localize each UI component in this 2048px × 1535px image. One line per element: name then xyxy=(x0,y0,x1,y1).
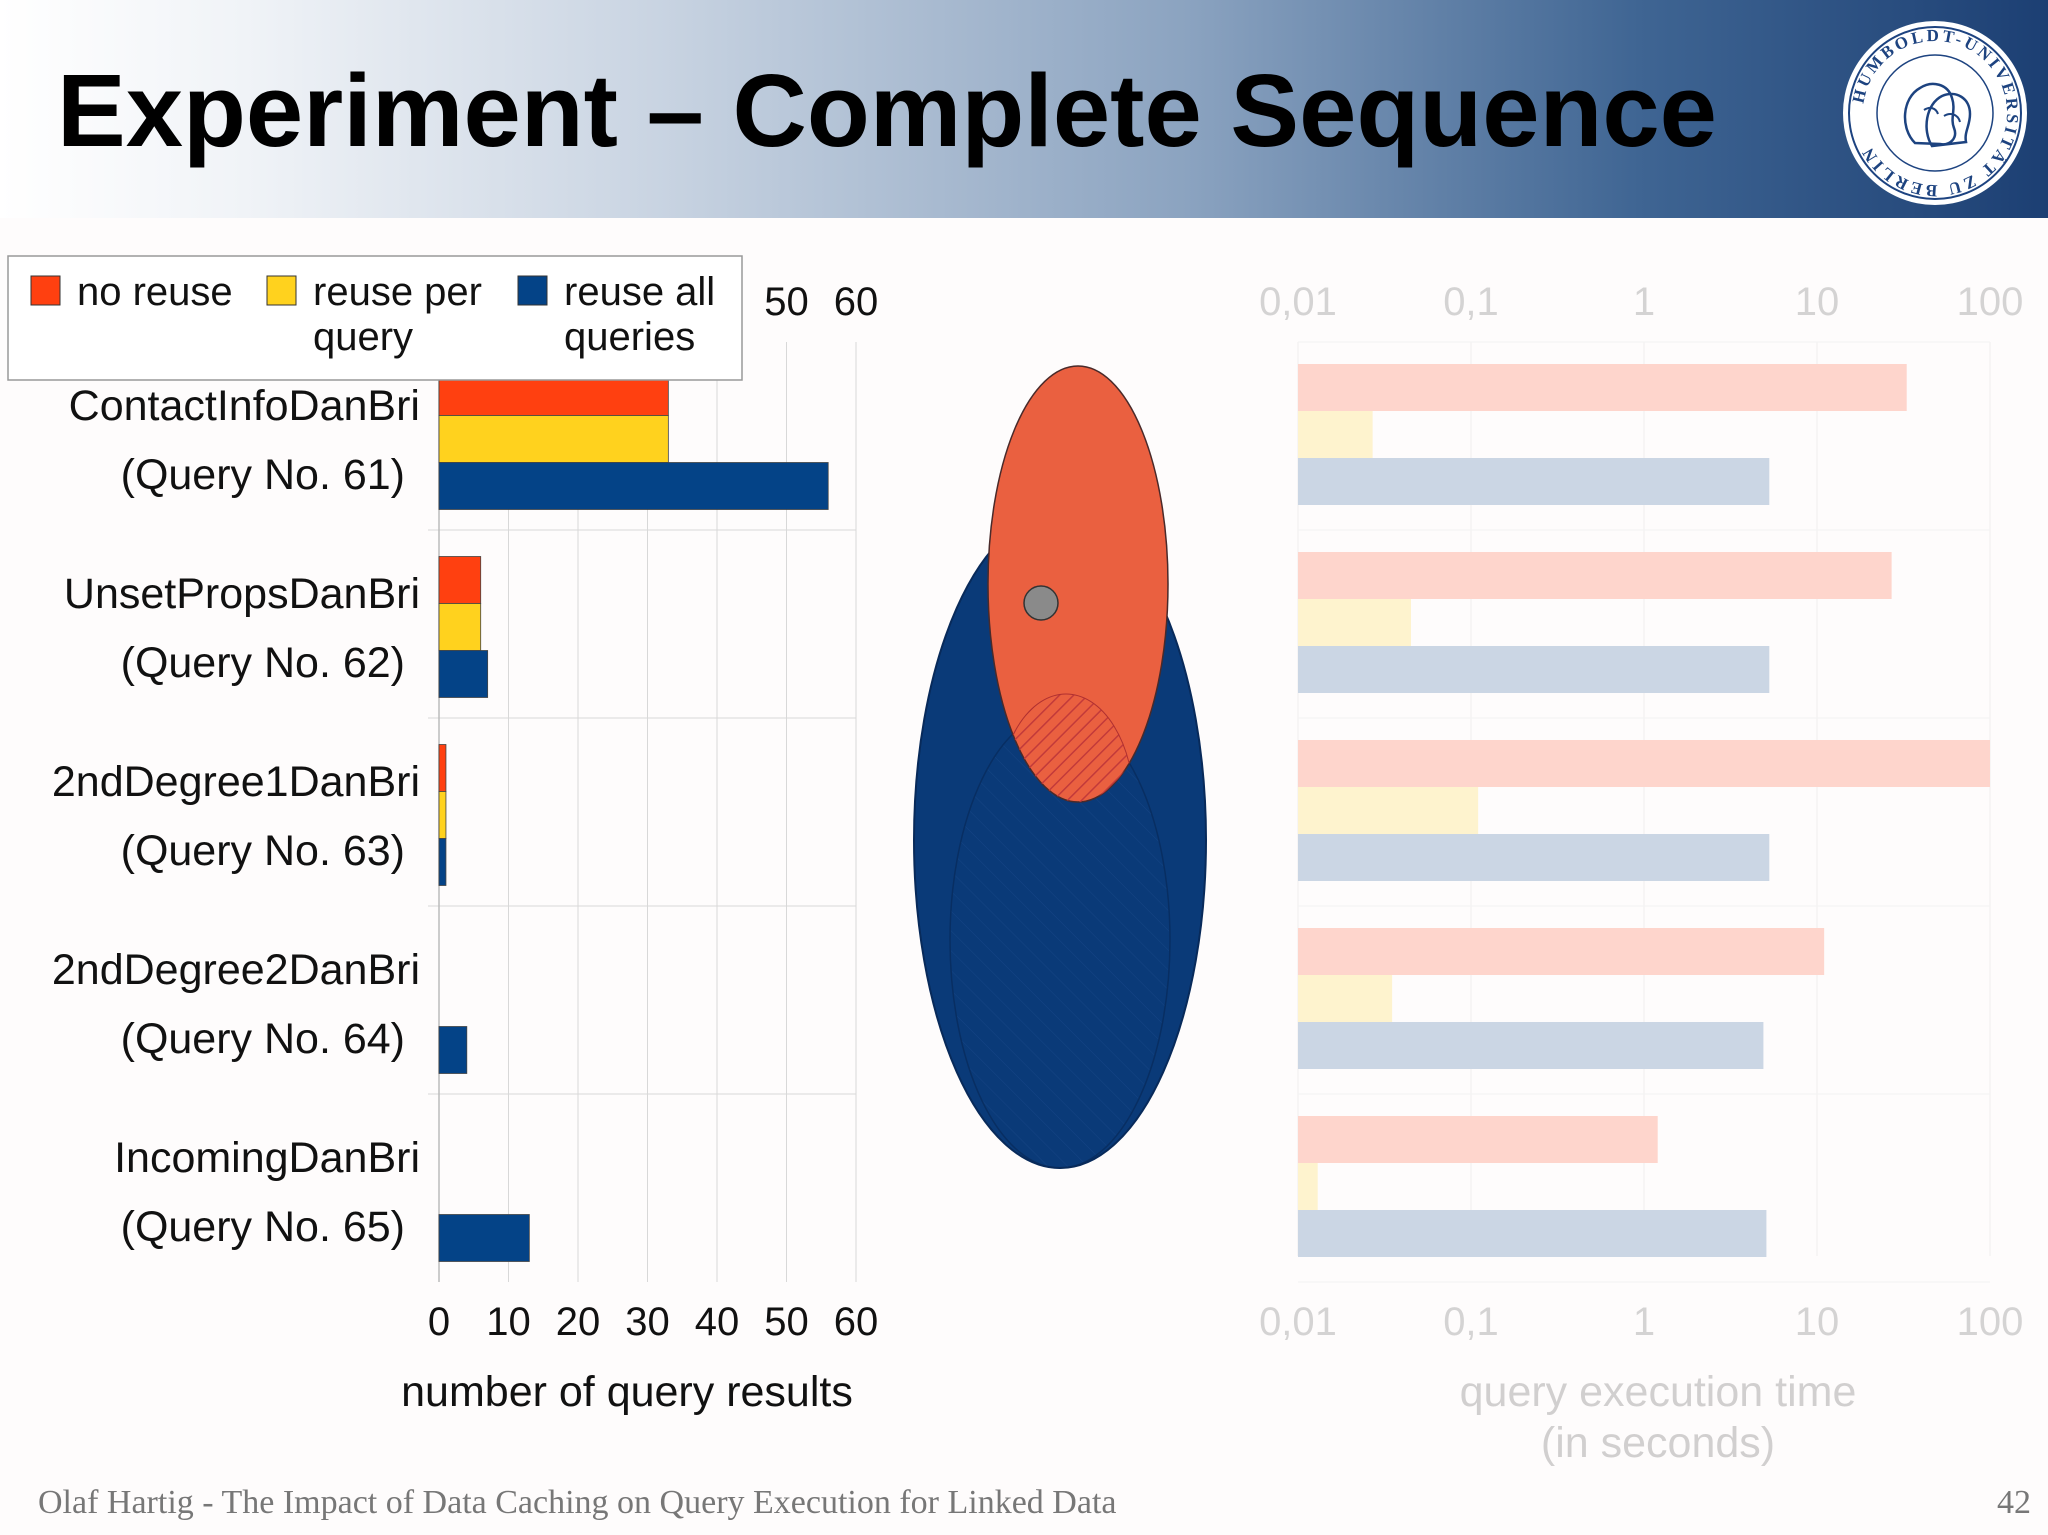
bar xyxy=(1298,552,1892,599)
bar xyxy=(438,556,482,604)
bar xyxy=(438,1026,468,1074)
university-seal-logo: HUMBOLDT-UNIVERSITÄT ZU BERLIN xyxy=(1843,21,2027,205)
legend-swatch xyxy=(517,275,548,306)
x-tick-label: 0 xyxy=(428,1300,450,1344)
category-label: 2ndDegree1DanBri xyxy=(52,758,420,806)
legend-label: reuse per xyxy=(313,270,482,314)
bar xyxy=(438,744,447,792)
x-tick-label: 40 xyxy=(695,1300,740,1344)
x-tick-label: 60 xyxy=(834,1300,879,1344)
x-axis-title: number of query results xyxy=(401,1368,853,1416)
bar xyxy=(438,462,829,510)
bar xyxy=(1298,1116,1658,1163)
bar xyxy=(1298,740,1990,787)
x-tick-label: 10 xyxy=(1795,1300,1840,1344)
query-number-label: (Query No. 65) xyxy=(121,1203,405,1251)
query-number-label: (Query No. 62) xyxy=(121,639,405,687)
cache-venn-diagram xyxy=(913,365,1207,1169)
page-number: 42 xyxy=(1997,1484,2031,1521)
legend-label-line2: queries xyxy=(564,315,695,359)
query-results-chart: ContactInfoDanBri (Query No. 61) UnsetProp… xyxy=(7,255,879,1416)
x-tick-label: 10 xyxy=(486,1300,531,1344)
x-tick-label-top: 0,1 xyxy=(1443,280,1499,324)
x-tick-label-top: 50 xyxy=(764,280,809,324)
category-label: ContactInfoDanBri xyxy=(69,382,420,430)
bar xyxy=(1298,1022,1764,1069)
x-tick-label: 1 xyxy=(1633,1300,1655,1344)
bar xyxy=(1298,975,1393,1022)
bar xyxy=(1298,1163,1318,1210)
legend-label: no reuse xyxy=(77,270,233,314)
x-tick-label: 20 xyxy=(556,1300,601,1344)
footer-text: Olaf Hartig - The Impact of Data Caching… xyxy=(38,1484,1117,1521)
bar xyxy=(1298,364,1907,411)
bar xyxy=(1298,458,1770,505)
category-label: 2ndDegree2DanBri xyxy=(52,946,420,994)
bar xyxy=(1298,1210,1767,1257)
x-tick-label-top: 60 xyxy=(834,280,879,324)
x-tick-label: 30 xyxy=(625,1300,670,1344)
title-banner: Experiment – Complete Sequence HUMBOLDT-… xyxy=(0,0,2048,218)
bar xyxy=(438,791,447,839)
legend-label-line2: query xyxy=(313,315,413,359)
bar xyxy=(438,1214,530,1262)
bar xyxy=(1298,928,1825,975)
category-label: IncomingDanBri xyxy=(114,1134,420,1182)
bar xyxy=(1298,599,1412,646)
bar xyxy=(438,838,447,886)
bar xyxy=(438,415,669,463)
x-tick-label-top: 1 xyxy=(1633,280,1655,324)
query-number-label: (Query No. 63) xyxy=(121,827,405,875)
bar xyxy=(1298,646,1770,693)
bar xyxy=(438,650,489,698)
x-tick-label: 0,01 xyxy=(1259,1300,1337,1344)
slide-title: Experiment – Complete Sequence xyxy=(57,53,1717,168)
category-label: UnsetPropsDanBri xyxy=(64,570,420,618)
legend-swatch xyxy=(266,275,297,306)
x-tick-label: 0,1 xyxy=(1443,1300,1499,1344)
bar xyxy=(438,603,482,651)
x-tick-label: 100 xyxy=(1957,1300,2024,1344)
x-tick-label-top: 100 xyxy=(1957,280,2024,324)
bar xyxy=(1298,411,1373,458)
legend-box xyxy=(7,255,743,381)
query-number-label: (Query No. 64) xyxy=(121,1015,405,1063)
bar xyxy=(1298,834,1770,881)
legend-label: reuse all xyxy=(564,270,715,314)
bar xyxy=(1298,787,1479,834)
venn-overlap-region xyxy=(997,693,1135,802)
execution-time-chart: 0,01 0,01 0,1 0,1 1 1 10 10 100 100 query executio… xyxy=(1259,280,2023,1467)
x-tick-label: 50 xyxy=(764,1300,809,1344)
x-axis-title: query execution time xyxy=(1460,1368,1857,1416)
x-axis-title-line2: (in seconds) xyxy=(1541,1419,1775,1467)
query-number-label: (Query No. 61) xyxy=(121,451,405,499)
x-tick-label-top: 10 xyxy=(1795,280,1840,324)
legend-swatch xyxy=(30,275,61,306)
x-tick-label-top: 0,01 xyxy=(1259,280,1337,324)
venn-point xyxy=(1023,585,1059,621)
